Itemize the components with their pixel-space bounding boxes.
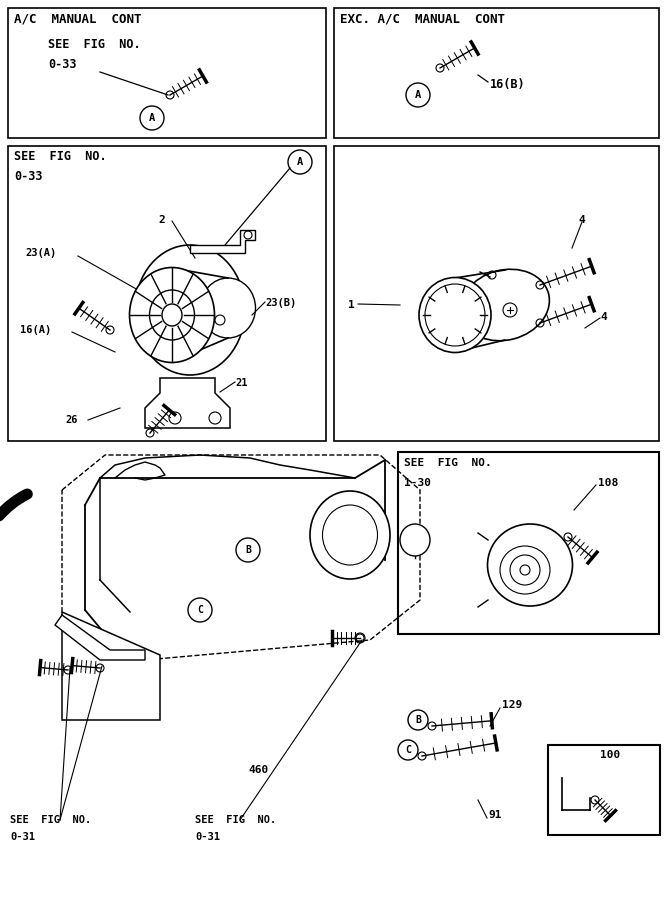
Text: SEE  FIG  NO.: SEE FIG NO. — [404, 458, 492, 468]
Text: 0-31: 0-31 — [195, 832, 220, 842]
Text: 23(A): 23(A) — [25, 248, 56, 258]
Ellipse shape — [488, 524, 572, 606]
Text: SEE  FIG  NO.: SEE FIG NO. — [10, 815, 91, 825]
Text: A/C  MANUAL  CONT: A/C MANUAL CONT — [14, 12, 141, 25]
Text: 91: 91 — [488, 810, 502, 820]
Text: A: A — [149, 113, 155, 123]
Bar — [8, 146, 326, 441]
Ellipse shape — [310, 491, 390, 579]
Text: A: A — [415, 90, 421, 100]
Text: 4: 4 — [600, 312, 607, 322]
Polygon shape — [55, 615, 145, 660]
Polygon shape — [145, 378, 230, 428]
Bar — [398, 452, 659, 634]
Ellipse shape — [425, 284, 485, 346]
Bar — [548, 745, 660, 835]
Text: B: B — [415, 715, 421, 725]
Text: C: C — [405, 745, 411, 755]
Text: 0-33: 0-33 — [48, 58, 77, 71]
Text: 4: 4 — [578, 215, 585, 225]
Text: 21: 21 — [235, 378, 247, 388]
Text: 23(B): 23(B) — [265, 298, 296, 308]
Text: 0-33: 0-33 — [14, 170, 43, 183]
Ellipse shape — [323, 505, 378, 565]
Polygon shape — [190, 230, 255, 253]
Text: EXC. A/C  MANUAL  CONT: EXC. A/C MANUAL CONT — [340, 12, 505, 25]
Text: SEE  FIG  NO.: SEE FIG NO. — [195, 815, 276, 825]
Ellipse shape — [135, 245, 245, 375]
Text: C: C — [197, 605, 203, 615]
Text: 460: 460 — [248, 765, 268, 775]
Text: B: B — [245, 545, 251, 555]
Text: 1: 1 — [348, 300, 355, 310]
Bar — [334, 8, 659, 138]
Ellipse shape — [162, 304, 182, 326]
Text: SEE  FIG  NO.: SEE FIG NO. — [14, 150, 107, 163]
Ellipse shape — [461, 269, 550, 341]
Ellipse shape — [400, 524, 430, 556]
Text: 100: 100 — [600, 750, 620, 760]
Ellipse shape — [500, 546, 550, 594]
Bar — [8, 8, 326, 138]
Text: 1-30: 1-30 — [404, 478, 431, 488]
Text: SEE  FIG  NO.: SEE FIG NO. — [48, 38, 141, 51]
Text: 108: 108 — [598, 478, 618, 488]
Text: 26: 26 — [65, 415, 77, 425]
Ellipse shape — [419, 277, 491, 353]
Ellipse shape — [129, 267, 215, 363]
Polygon shape — [62, 612, 160, 720]
Ellipse shape — [149, 290, 195, 340]
Bar — [334, 146, 659, 441]
Text: 16(A): 16(A) — [20, 325, 51, 335]
Text: A: A — [297, 157, 303, 167]
Ellipse shape — [201, 278, 255, 338]
Text: 129: 129 — [502, 700, 522, 710]
Text: 0-31: 0-31 — [10, 832, 35, 842]
Text: 2: 2 — [158, 215, 165, 225]
Text: 16(B): 16(B) — [490, 78, 526, 91]
